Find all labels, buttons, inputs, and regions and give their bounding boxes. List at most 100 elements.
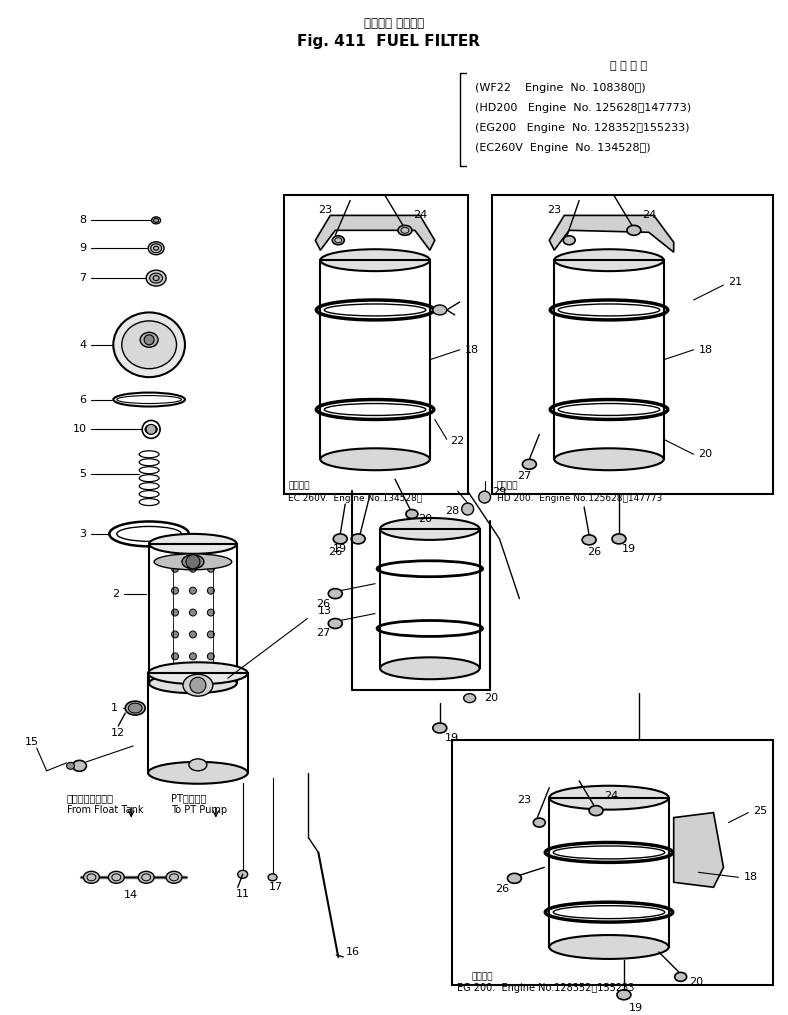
Text: 14: 14	[125, 890, 138, 900]
Circle shape	[189, 587, 196, 594]
Ellipse shape	[549, 786, 669, 810]
Text: 適用号機: 適用号機	[288, 482, 310, 490]
Bar	[492, 196, 773, 494]
Circle shape	[172, 631, 179, 638]
Ellipse shape	[522, 459, 537, 469]
Ellipse shape	[148, 663, 247, 684]
Text: 21: 21	[728, 277, 742, 287]
Text: EG 200.  Engine No.128352～155233: EG 200. Engine No.128352～155233	[457, 983, 634, 993]
Text: 18: 18	[465, 345, 479, 355]
Circle shape	[172, 565, 179, 572]
Bar	[149, 544, 236, 683]
Ellipse shape	[549, 935, 669, 959]
Text: 26: 26	[496, 884, 510, 894]
Polygon shape	[674, 813, 723, 887]
Bar	[549, 798, 669, 947]
Text: 24: 24	[604, 791, 619, 801]
Text: 20: 20	[689, 976, 703, 987]
Ellipse shape	[125, 701, 145, 716]
Ellipse shape	[351, 534, 365, 544]
Ellipse shape	[128, 703, 142, 714]
Text: To PT Pump: To PT Pump	[171, 805, 227, 815]
Circle shape	[478, 491, 491, 503]
Ellipse shape	[154, 554, 232, 569]
Text: 19: 19	[629, 1003, 643, 1013]
Text: 27: 27	[517, 471, 532, 481]
Text: 25: 25	[753, 806, 768, 816]
Circle shape	[146, 424, 156, 434]
Text: 18: 18	[743, 872, 757, 882]
Text: 4: 4	[80, 340, 87, 350]
Text: (EC260V  Engine  No. 134528～): (EC260V Engine No. 134528～)	[474, 143, 650, 152]
Ellipse shape	[582, 535, 596, 545]
Ellipse shape	[507, 873, 522, 883]
Circle shape	[207, 587, 214, 594]
Ellipse shape	[329, 589, 342, 599]
Text: 7: 7	[80, 273, 87, 283]
Ellipse shape	[183, 674, 213, 696]
Text: 16: 16	[346, 947, 360, 957]
Ellipse shape	[563, 235, 575, 245]
Ellipse shape	[463, 693, 476, 702]
Circle shape	[190, 677, 206, 693]
Circle shape	[189, 631, 196, 638]
Text: 6: 6	[80, 395, 87, 405]
Ellipse shape	[84, 871, 99, 883]
Circle shape	[462, 503, 474, 515]
Text: フェエル フィルタ: フェエル フィルタ	[364, 17, 424, 29]
Text: 10: 10	[72, 424, 87, 434]
Text: 3: 3	[80, 529, 87, 539]
Bar	[148, 673, 247, 772]
Text: 12: 12	[111, 728, 125, 738]
Circle shape	[186, 555, 200, 568]
Text: EC 260V.  Engine No.134528～: EC 260V. Engine No.134528～	[288, 493, 422, 502]
Text: 22: 22	[450, 436, 464, 447]
Bar	[321, 260, 429, 459]
Polygon shape	[549, 215, 674, 252]
Text: 23: 23	[318, 205, 333, 215]
Text: 5: 5	[80, 469, 87, 479]
Bar	[554, 260, 663, 459]
Ellipse shape	[189, 759, 207, 770]
Ellipse shape	[380, 518, 480, 540]
Text: (WF22    Engine  No. 108380～): (WF22 Engine No. 108380～)	[474, 83, 645, 93]
Ellipse shape	[589, 806, 603, 816]
Ellipse shape	[149, 673, 236, 693]
Text: 13: 13	[318, 606, 332, 615]
Text: フロータンクから: フロータンクから	[66, 793, 113, 803]
Circle shape	[172, 653, 179, 660]
Circle shape	[144, 335, 154, 345]
Ellipse shape	[151, 217, 161, 224]
Text: 19: 19	[622, 544, 636, 554]
Ellipse shape	[333, 235, 344, 245]
Circle shape	[189, 653, 196, 660]
Ellipse shape	[150, 273, 162, 283]
Ellipse shape	[398, 225, 412, 235]
Circle shape	[207, 565, 214, 572]
Text: 26: 26	[329, 547, 342, 557]
Text: 適用号機: 適用号機	[472, 972, 493, 982]
Ellipse shape	[268, 874, 277, 881]
Text: 23: 23	[517, 795, 531, 805]
Ellipse shape	[554, 250, 663, 271]
Ellipse shape	[333, 534, 348, 544]
Ellipse shape	[113, 313, 185, 378]
Ellipse shape	[146, 270, 166, 286]
Polygon shape	[315, 215, 435, 251]
Circle shape	[207, 631, 214, 638]
Text: 20: 20	[699, 450, 712, 459]
Ellipse shape	[612, 534, 626, 544]
Text: 8: 8	[80, 215, 87, 225]
Text: 9: 9	[80, 244, 87, 253]
Circle shape	[207, 609, 214, 616]
Text: PTポンプへ: PTポンプへ	[171, 793, 206, 803]
Text: 適 用 号 機: 適 用 号 機	[611, 61, 648, 71]
Ellipse shape	[675, 972, 686, 982]
Ellipse shape	[166, 871, 182, 883]
Text: 24: 24	[642, 210, 656, 220]
Text: 29: 29	[492, 487, 507, 497]
Text: 15: 15	[24, 737, 39, 747]
Circle shape	[207, 653, 214, 660]
Text: 20: 20	[485, 693, 499, 703]
Ellipse shape	[380, 658, 480, 679]
